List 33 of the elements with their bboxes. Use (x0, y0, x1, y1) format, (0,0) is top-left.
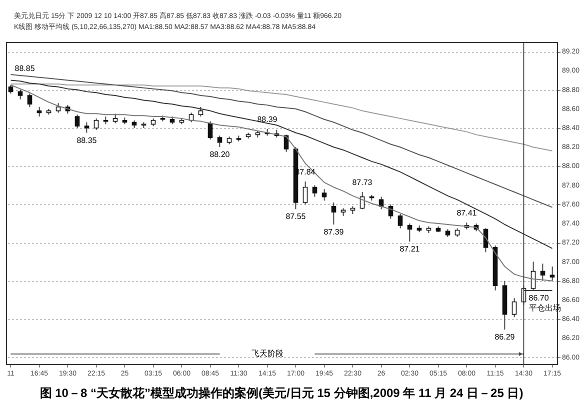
annotation: 87.39 (324, 228, 344, 236)
annotation: 88.39 (257, 114, 278, 124)
annotation: 88.35 (76, 136, 98, 145)
candlestick (56, 102, 61, 114)
candlestick (94, 118, 99, 130)
candlestick (331, 202, 336, 225)
candlestick (112, 113, 118, 124)
candlestick (540, 263, 546, 282)
candlestick (198, 106, 204, 117)
candlestick (18, 89, 23, 100)
text: 图 10－8 “天女散花”模型成功操作的案例(美元/日元 15 分钟图,2009 年 11 月 24 日－25 日) (40, 386, 524, 400)
annotation: 87.73 (352, 178, 373, 188)
candlestick (322, 188, 327, 202)
annotation: 87.55 (286, 212, 306, 222)
annotation: 87.41 (456, 208, 478, 218)
candlestick (217, 135, 222, 148)
annotation: 88.85 (14, 64, 36, 73)
annotation: 88.20 (210, 150, 230, 160)
candlestick (550, 266, 555, 282)
line-series (10, 74, 553, 208)
candlestick (302, 181, 308, 205)
line-series (10, 84, 553, 152)
annotation: 86.29 (494, 332, 516, 342)
candlestick (398, 214, 403, 229)
candlestick (36, 106, 42, 117)
candlestick (407, 223, 412, 242)
candlestick (74, 114, 80, 128)
candlestick (84, 122, 90, 134)
annotation: 飞天阶段 (251, 349, 284, 358)
annotation: 87.21 (400, 244, 420, 254)
candlestick (27, 93, 32, 108)
candlestick (512, 298, 517, 318)
candlestick (312, 184, 318, 198)
